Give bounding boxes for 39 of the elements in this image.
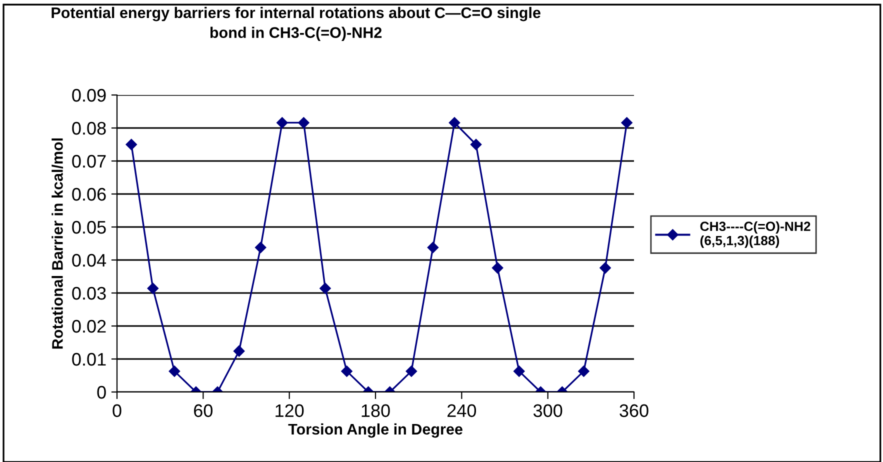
y-tick-label: 0.08 (72, 122, 106, 135)
y-tick-label: 0 (97, 386, 106, 399)
y-tick-label: 0.09 (72, 88, 106, 102)
point (320, 282, 331, 294)
chart-title: Potential energy barriers for internal rotations about C—C=O single bond in CH3-C(=O)-NH2 (52, 6, 540, 42)
y-tick-label: 0.02 (72, 320, 106, 333)
legend-label: CH3----C(=O)-NH2 (6,5,1,3)(188) (700, 221, 810, 248)
point (406, 366, 418, 377)
point (276, 117, 288, 128)
y-axis-title: Rotational Barrier in kcal/mol (52, 138, 64, 349)
y-tick-label: 0.01 (72, 352, 106, 366)
point (427, 242, 439, 254)
y-tick-label: 0.04 (72, 254, 106, 267)
point (168, 366, 180, 377)
point (470, 138, 482, 150)
x-tick-label: 60 (194, 404, 213, 418)
point (600, 262, 611, 274)
x-axis-title: Torsion Angle in Degree (288, 423, 462, 438)
point (147, 282, 159, 294)
point (621, 117, 632, 128)
point (126, 138, 137, 150)
y-tick-label: 0.05 (72, 220, 106, 234)
point (492, 262, 504, 274)
x-tick-label: 120 (276, 404, 304, 418)
x-tick-label: 240 (448, 404, 476, 418)
x-tick-label: 360 (620, 404, 648, 418)
y-tick-label: 0.07 (72, 154, 106, 168)
point (255, 242, 266, 254)
point (298, 117, 310, 128)
point (448, 117, 460, 128)
y-tick-label: 0.06 (72, 188, 106, 201)
point (514, 366, 525, 377)
point (233, 345, 245, 357)
point (578, 366, 590, 377)
point (341, 366, 352, 377)
x-tick-label: 0 (112, 404, 122, 418)
x-tick-label: 300 (533, 404, 562, 418)
y-tick-label: 0.03 (72, 286, 106, 300)
x-tick-label: 180 (362, 404, 390, 418)
